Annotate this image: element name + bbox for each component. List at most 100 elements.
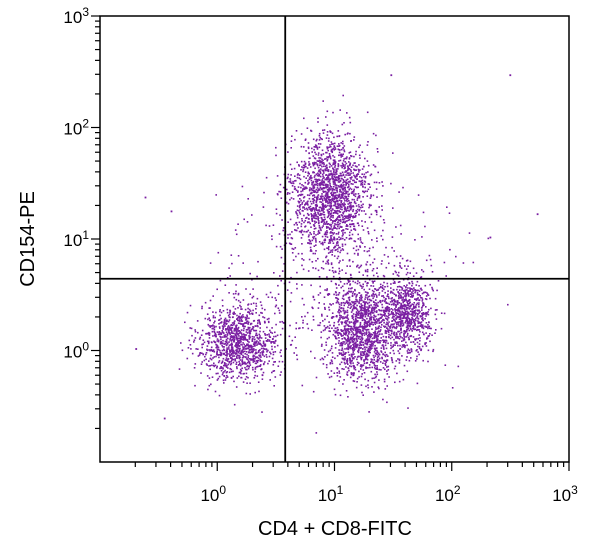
event-point bbox=[334, 249, 337, 252]
event-point bbox=[338, 319, 340, 322]
event-point bbox=[367, 282, 369, 284]
event-point bbox=[381, 333, 383, 335]
event-point bbox=[269, 291, 272, 294]
event-point bbox=[242, 323, 245, 325]
event-point bbox=[230, 370, 233, 373]
event-point bbox=[317, 154, 320, 156]
event-point bbox=[419, 337, 421, 339]
event-point bbox=[294, 175, 296, 177]
event-point bbox=[329, 362, 332, 365]
event-point bbox=[325, 192, 328, 195]
event-point bbox=[419, 339, 421, 342]
event-point bbox=[322, 207, 324, 210]
event-point bbox=[215, 344, 218, 346]
event-point bbox=[355, 181, 357, 184]
event-point bbox=[341, 196, 343, 199]
event-point bbox=[398, 302, 401, 304]
event-point bbox=[414, 328, 417, 330]
event-point bbox=[199, 352, 201, 355]
event-point bbox=[246, 344, 248, 347]
event-point bbox=[353, 188, 355, 191]
event-point bbox=[316, 198, 318, 200]
event-point bbox=[287, 210, 289, 212]
event-point bbox=[346, 348, 348, 350]
event-point bbox=[355, 169, 357, 171]
event-point bbox=[349, 223, 351, 226]
event-point bbox=[334, 227, 337, 229]
event-point bbox=[382, 367, 385, 369]
event-point bbox=[260, 304, 263, 307]
event-point bbox=[205, 358, 207, 361]
event-point bbox=[337, 334, 339, 336]
event-point bbox=[302, 327, 304, 329]
event-point bbox=[336, 205, 338, 208]
event-point bbox=[364, 177, 367, 179]
event-point bbox=[349, 302, 351, 305]
event-point bbox=[392, 292, 394, 294]
event-point bbox=[330, 210, 333, 212]
event-point bbox=[343, 317, 346, 319]
event-point bbox=[402, 322, 404, 324]
event-point bbox=[421, 300, 424, 302]
event-point bbox=[374, 367, 377, 370]
event-point bbox=[232, 336, 234, 338]
event-point bbox=[342, 342, 344, 345]
event-point bbox=[332, 167, 334, 169]
event-point bbox=[355, 332, 358, 335]
event-point bbox=[231, 358, 234, 360]
event-point bbox=[381, 260, 383, 262]
event-point bbox=[382, 344, 384, 346]
event-point bbox=[355, 298, 357, 301]
event-point bbox=[230, 344, 233, 347]
event-point bbox=[386, 385, 388, 387]
event-point bbox=[350, 183, 353, 185]
event-point bbox=[389, 292, 392, 294]
event-point bbox=[380, 350, 382, 352]
event-point bbox=[268, 340, 270, 342]
event-point bbox=[410, 357, 412, 359]
event-point bbox=[400, 296, 403, 299]
event-point bbox=[275, 154, 277, 157]
event-point bbox=[352, 343, 355, 346]
event-point bbox=[364, 291, 367, 293]
event-point bbox=[411, 291, 413, 294]
event-point bbox=[376, 337, 378, 340]
event-point bbox=[393, 323, 395, 325]
event-point bbox=[311, 208, 314, 211]
event-point bbox=[362, 328, 365, 330]
event-point bbox=[297, 200, 300, 203]
event-point bbox=[385, 361, 387, 364]
event-point bbox=[263, 343, 266, 346]
event-point bbox=[331, 143, 333, 145]
event-point bbox=[335, 200, 337, 203]
event-point bbox=[329, 201, 332, 204]
event-point bbox=[341, 187, 344, 190]
event-point bbox=[298, 194, 301, 196]
event-point bbox=[364, 312, 367, 314]
event-point bbox=[369, 322, 371, 325]
event-point bbox=[345, 170, 347, 172]
event-point bbox=[310, 130, 313, 132]
event-point bbox=[353, 366, 355, 368]
event-point bbox=[248, 349, 251, 351]
event-point bbox=[424, 298, 427, 300]
event-point bbox=[331, 194, 333, 196]
event-point bbox=[376, 240, 378, 243]
event-point bbox=[319, 292, 322, 294]
event-point bbox=[194, 329, 196, 331]
event-point bbox=[361, 168, 364, 170]
event-point bbox=[301, 220, 303, 222]
event-point bbox=[416, 326, 419, 328]
event-point bbox=[413, 328, 415, 331]
event-point bbox=[292, 182, 295, 185]
event-point bbox=[366, 324, 368, 327]
event-point bbox=[381, 356, 383, 359]
event-point bbox=[340, 186, 343, 188]
event-point bbox=[332, 194, 334, 196]
event-point bbox=[362, 394, 364, 396]
event-point bbox=[337, 185, 339, 187]
event-point bbox=[384, 310, 387, 313]
event-point bbox=[373, 280, 376, 282]
event-point bbox=[362, 317, 364, 320]
event-point bbox=[251, 351, 254, 354]
